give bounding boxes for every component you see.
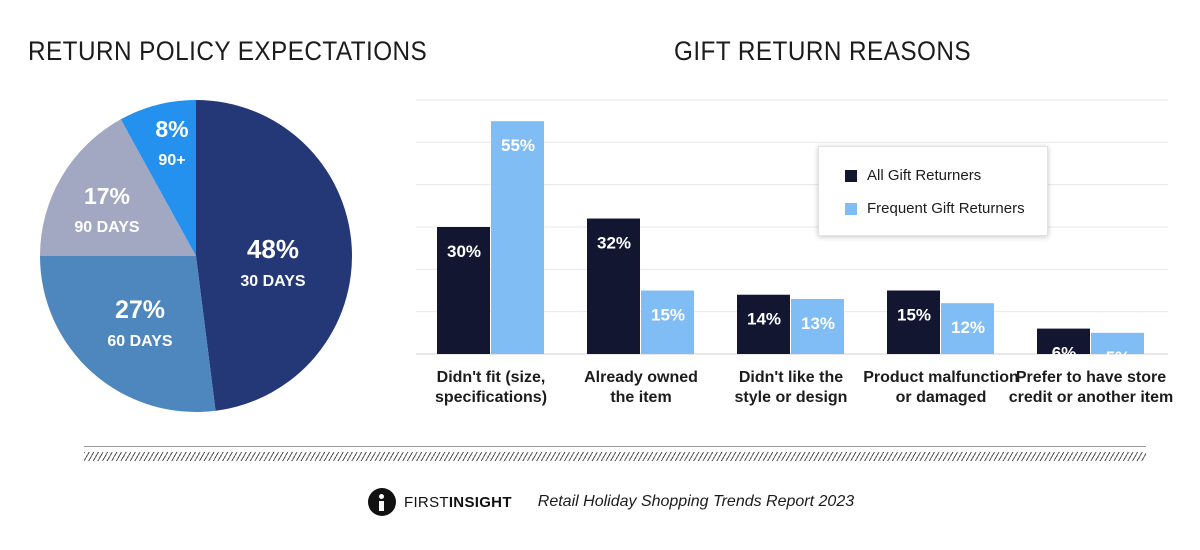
bar-value-label: 12% [951, 318, 985, 337]
category-label: or damaged [896, 389, 987, 406]
bar-all-gift-returners [737, 294, 790, 354]
bar-chart-title: GIFT RETURN REASONS [674, 36, 972, 66]
category-label: credit or another item [1009, 389, 1173, 406]
legend-label: Frequent Gift Returners [867, 200, 1025, 217]
pie-slice-percent-label: 27% [115, 296, 165, 324]
legend-item-frequent-gift-returners: Frequent Gift Returners [845, 200, 1025, 217]
pie-chart-title: RETURN POLICY EXPECTATIONS [28, 36, 428, 66]
category-label: Already owned [584, 369, 698, 386]
legend-label: All Gift Returners [867, 167, 982, 184]
bar-value-label: 15% [897, 306, 931, 325]
bar-chart: 30% 55% 32% 15% 14% 13% 15% 12% 6% 5% [437, 121, 1144, 367]
logo-wordmark: FIRSTINSIGHT [404, 493, 512, 511]
bar-all-gift-returners [587, 218, 640, 354]
pie-slice-percent-label: 17% [84, 183, 130, 209]
bar-value-label: 32% [597, 234, 631, 253]
category-label: the item [610, 389, 671, 406]
bar-frequent-gift-returners [491, 121, 544, 355]
pie-slice-30-days [196, 100, 353, 411]
pie-slice-sub-label: 90 DAYS [74, 219, 140, 236]
pie-slice-sub-label: 90+ [158, 152, 185, 169]
bar-chart-categories: Didn't fit (size, specifications) Already … [435, 369, 1173, 406]
bar-frequent-gift-returners [941, 303, 994, 354]
first-insight-logo: FIRSTINSIGHT [368, 488, 512, 516]
pie-slice-60-days [40, 256, 216, 413]
pie-slice-percent-label: 8% [155, 116, 188, 142]
pie-slice-sub-label: 60 DAYS [107, 333, 173, 350]
bar-value-label: 5% [1106, 348, 1131, 367]
category-label: Product malfunction [863, 369, 1019, 386]
category-label: style or design [735, 389, 848, 406]
bar-frequent-gift-returners [1091, 332, 1144, 354]
category-label: Prefer to have store [1016, 369, 1166, 386]
bar-value-label: 14% [747, 310, 781, 329]
bar-chart-legend: All Gift Returners Frequent Gift Returne… [818, 146, 1048, 236]
bar-frequent-gift-returners [791, 298, 844, 354]
legend-swatch [845, 169, 857, 182]
bar-all-gift-returners [437, 227, 490, 354]
footer-divider [84, 446, 1146, 447]
first-insight-logo-icon [368, 488, 396, 516]
bar-value-label: 13% [801, 314, 835, 333]
legend-item-all-gift-returners: All Gift Returners [845, 167, 981, 184]
bar-frequent-gift-returners [641, 290, 694, 354]
legend-swatch [845, 202, 857, 215]
category-label: Didn't like the [739, 369, 843, 386]
footer: FIRSTINSIGHT Retail Holiday Shopping Tre… [368, 486, 854, 518]
category-label: Didn't fit (size, [437, 369, 546, 386]
bar-value-label: 6% [1052, 344, 1077, 363]
bar-value-label: 55% [501, 136, 535, 155]
pie-slice-percent-label: 48% [247, 234, 299, 264]
pie-slice-90-days [40, 119, 196, 256]
pie-chart: 48% 30 DAYS 27% 60 DAYS 17% 90 DAYS 8% 90+ [40, 100, 353, 413]
pie-slice-90 [120, 100, 196, 256]
footer-hatch-pattern [84, 452, 1146, 461]
category-label: specifications) [435, 389, 547, 406]
bar-value-label: 30% [447, 242, 481, 261]
bar-value-label: 15% [651, 306, 685, 325]
pie-slice-sub-label: 30 DAYS [240, 273, 306, 290]
bar-all-gift-returners [1037, 328, 1090, 354]
report-citation: Retail Holiday Shopping Trends Report 20… [537, 493, 855, 510]
bar-all-gift-returners [887, 290, 940, 354]
